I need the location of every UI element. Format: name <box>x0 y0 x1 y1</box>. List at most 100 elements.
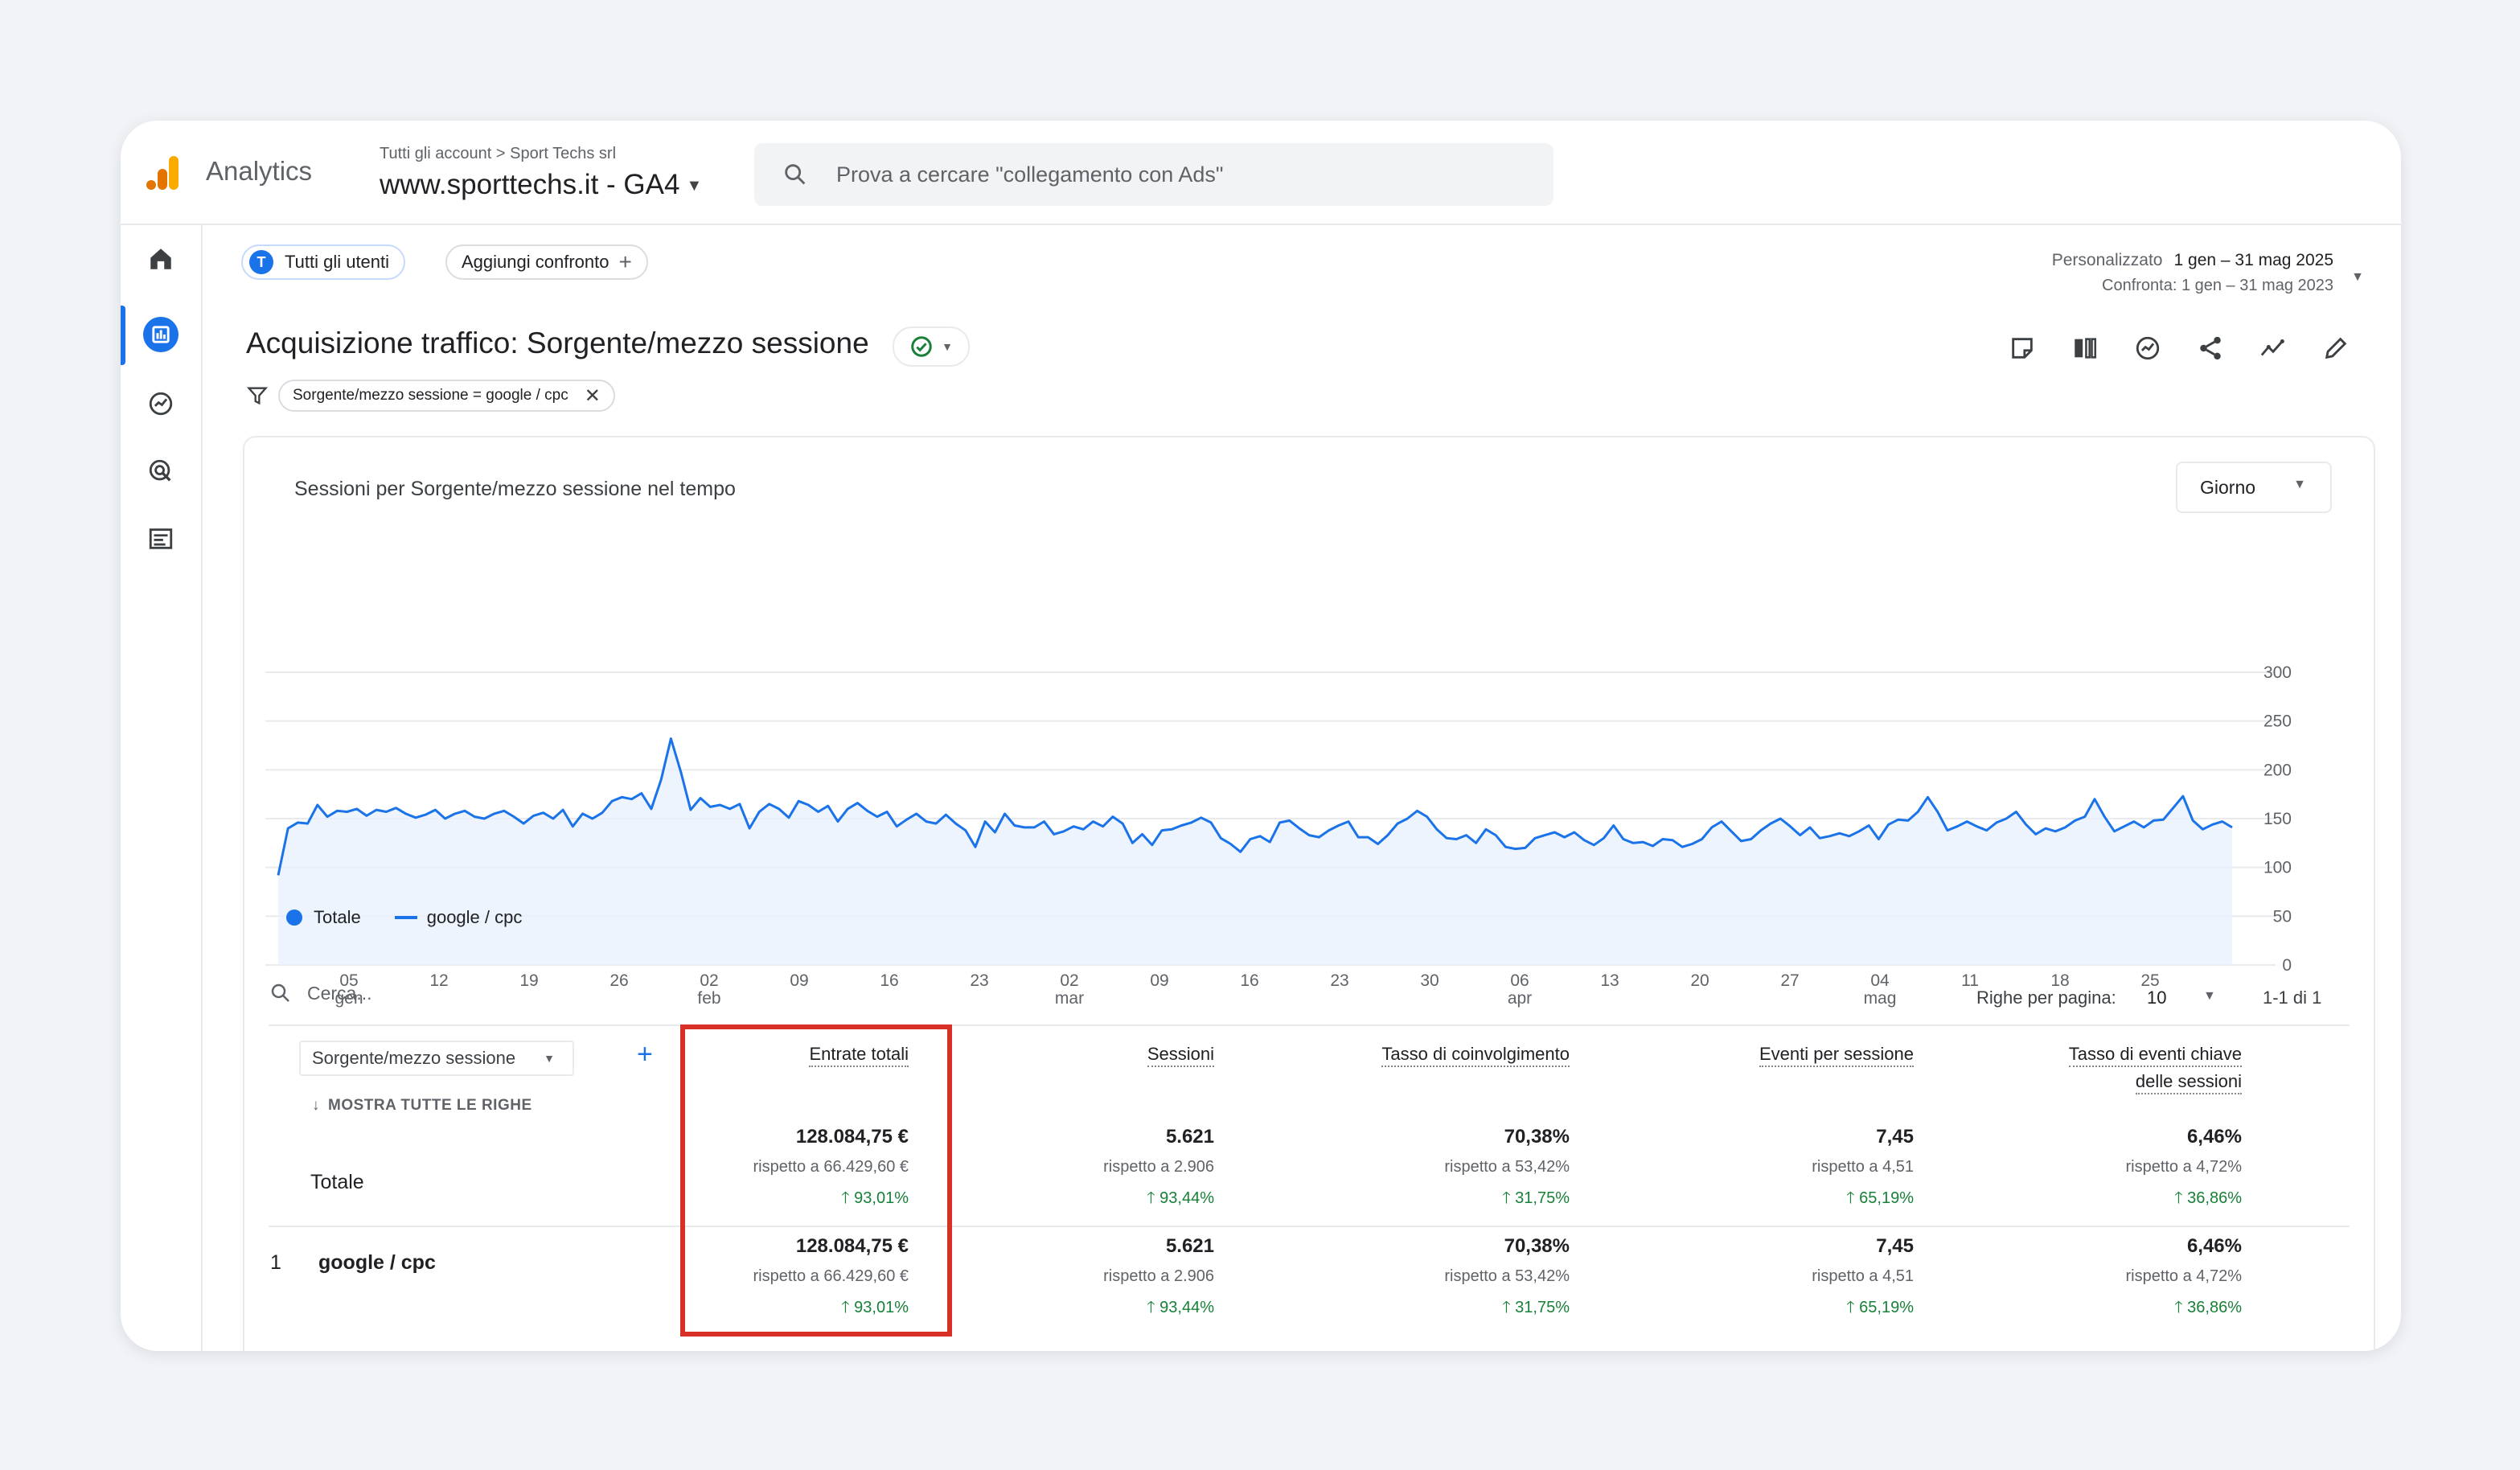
highlight-box <box>680 1024 952 1337</box>
row-label-google-cpc[interactable]: google / cpc <box>318 1251 436 1274</box>
legend-google-cpc[interactable]: google / cpc <box>426 907 523 927</box>
metric-delta: 🡑 31,75% <box>1328 1295 1570 1323</box>
date-caret-icon[interactable]: ▼ <box>2351 270 2364 284</box>
column-header-label: Tasso di eventi chiave delle sessioni <box>2068 1044 2242 1094</box>
segment-chip[interactable]: T Tutti gli utenti <box>241 244 406 280</box>
metric-value: 128.084,75 € <box>795 1235 909 1257</box>
delta-value: 93,44% <box>1159 1189 1214 1207</box>
delta-value: 93,01% <box>854 1189 909 1207</box>
metric-cell: 70,38% rispetto a 53,42% 🡑 31,75% <box>1328 1126 1570 1213</box>
rows-per-page-select[interactable]: 10 <box>2147 988 2167 1008</box>
insights-icon[interactable] <box>2131 331 2165 365</box>
metric-value: 70,38% <box>1504 1235 1570 1257</box>
x-tick-label: 12 <box>429 971 448 990</box>
property-selector[interactable]: www.sporttechs.it - GA4 ▼ <box>380 169 702 201</box>
column-header-events[interactable]: Eventi per sessione <box>1632 1044 1914 1067</box>
column-header-label: Eventi per sessione <box>1759 1044 1914 1067</box>
date-range: 1 gen – 31 mag 2025 <box>2173 251 2334 269</box>
arrow-up-icon: 🡑 <box>1147 1299 1160 1316</box>
caret-down-icon[interactable]: ▼ <box>2203 989 2216 1003</box>
close-icon[interactable]: ✕ <box>584 384 601 407</box>
search-icon <box>785 164 806 185</box>
metric-value: 7,45 <box>1876 1235 1914 1257</box>
legend-total[interactable]: Totale <box>314 907 361 927</box>
metric-delta: 🡑 93,01% <box>667 1295 909 1323</box>
table-search[interactable]: Cerca... <box>269 981 372 1005</box>
metric-delta: 🡑 36,86% <box>2001 1186 2242 1213</box>
x-tick-label: 27 <box>1780 971 1799 990</box>
caret-down-icon: ▼ <box>544 1052 555 1065</box>
show-all-rows-link[interactable]: ↓ MOSTRA TUTTE LE RIGHE <box>312 1097 532 1115</box>
x-tick-month: gen <box>334 989 363 1008</box>
metric-value: 7,45 <box>1876 1126 1914 1148</box>
metric-value: 6,46% <box>2186 1126 2242 1148</box>
share-icon[interactable] <box>2194 331 2227 365</box>
x-tick-label: 26 <box>609 971 628 990</box>
column-header-sessions[interactable]: Sessioni <box>1037 1044 1214 1067</box>
analytics-logo[interactable] <box>145 154 182 191</box>
filter-chip[interactable]: Sorgente/mezzo sessione = google / cpc ✕ <box>278 380 615 412</box>
add-comparison-button[interactable]: Aggiungi confronto + <box>445 244 648 280</box>
data-quality-status[interactable]: ▼ <box>893 326 970 367</box>
x-tick-label: 18 <box>2050 971 2069 990</box>
page-title: Acquisizione traffico: Sorgente/mezzo se… <box>246 326 869 359</box>
arrow-up-icon: 🡑 <box>2174 1299 2188 1316</box>
granularity-value: Giorno <box>2200 476 2256 498</box>
x-tick-label: 20 <box>1690 971 1709 990</box>
metric-cell: 6,46% rispetto a 4,72% 🡑 36,86% <box>2001 1235 2242 1323</box>
breadcrumb[interactable]: Tutti gli account > Sport Techs srl <box>380 145 617 162</box>
advertising-icon[interactable] <box>143 454 179 489</box>
show-all-label: MOSTRA TUTTE LE RIGHE <box>328 1097 532 1114</box>
explore-icon[interactable] <box>143 386 179 421</box>
plus-icon: + <box>618 249 632 274</box>
search-input[interactable]: Prova a cercare "collegamento con Ads" <box>754 143 1553 206</box>
metric-delta: 🡑 65,19% <box>1672 1186 1914 1213</box>
metric-delta: 🡑 93,44% <box>973 1186 1214 1213</box>
metric-delta: 🡑 36,86% <box>2001 1295 2242 1323</box>
divider <box>269 1024 2350 1026</box>
metric-delta: 🡑 93,44% <box>973 1295 1214 1323</box>
arrow-up-icon: 🡑 <box>841 1189 855 1207</box>
column-header-key-events[interactable]: Tasso di eventi chiave delle sessioni <box>2034 1041 2242 1095</box>
x-tick-month: feb <box>697 989 720 1008</box>
granularity-select[interactable]: Giorno ▼ <box>2176 462 2332 513</box>
edit-icon[interactable] <box>2319 331 2353 365</box>
metric-delta: 🡑 31,75% <box>1328 1186 1570 1213</box>
add-dimension-button[interactable]: + <box>637 1039 653 1070</box>
compare-columns-icon[interactable] <box>2068 331 2102 365</box>
y-tick-label: 100 <box>2263 859 2292 877</box>
metric-compare: rispetto a 66.429,60 € <box>753 1158 909 1176</box>
trend-icon[interactable] <box>2256 331 2290 365</box>
metric-cell: 5.621 rispetto a 2.906 🡑 93,44% <box>973 1126 1214 1213</box>
configure-icon[interactable] <box>143 521 179 556</box>
pagination: 1-1 di 1 <box>2263 988 2322 1008</box>
column-header-engagement[interactable]: Tasso di coinvolgimento <box>1311 1044 1570 1067</box>
x-tick-label: 02 <box>700 971 718 990</box>
x-tick-label: 06 <box>1510 971 1529 990</box>
column-header-revenue[interactable]: Entrate totali <box>708 1044 909 1067</box>
series-line-google-cpc[interactable] <box>277 737 2233 876</box>
filter-row: Sorgente/mezzo sessione = google / cpc ✕ <box>246 380 615 412</box>
y-tick-label: 0 <box>2282 956 2292 975</box>
date-range-picker[interactable]: Personalizzato 1 gen – 31 mag 2025 Confro… <box>2052 251 2333 295</box>
metric-delta: 🡑 93,01% <box>667 1186 909 1213</box>
delta-value: 36,86% <box>2187 1189 2242 1207</box>
x-tick-label: 23 <box>1330 971 1348 990</box>
x-tick-label: 13 <box>1600 971 1619 990</box>
y-tick-label: 200 <box>2263 761 2292 779</box>
metric-value: 128.084,75 € <box>795 1126 909 1148</box>
x-tick-month: mag <box>1864 989 1897 1008</box>
metric-delta: 🡑 65,19% <box>1672 1295 1914 1323</box>
top-bar: Analytics Tutti gli account > Sport Tech… <box>121 121 2401 225</box>
rows-per-page-label: Righe per pagina: <box>1976 988 2116 1008</box>
save-icon[interactable] <box>2005 331 2039 365</box>
dimension-select[interactable]: Sorgente/mezzo sessione ▼ <box>299 1041 574 1076</box>
home-icon[interactable] <box>143 241 179 277</box>
x-tick-label: 19 <box>519 971 538 990</box>
x-tick-label: 25 <box>2140 971 2159 990</box>
arrow-down-icon: ↓ <box>312 1097 320 1114</box>
delta-value: 93,01% <box>854 1299 909 1316</box>
x-tick-label: 02 <box>1060 971 1078 990</box>
reports-icon[interactable] <box>143 317 179 352</box>
